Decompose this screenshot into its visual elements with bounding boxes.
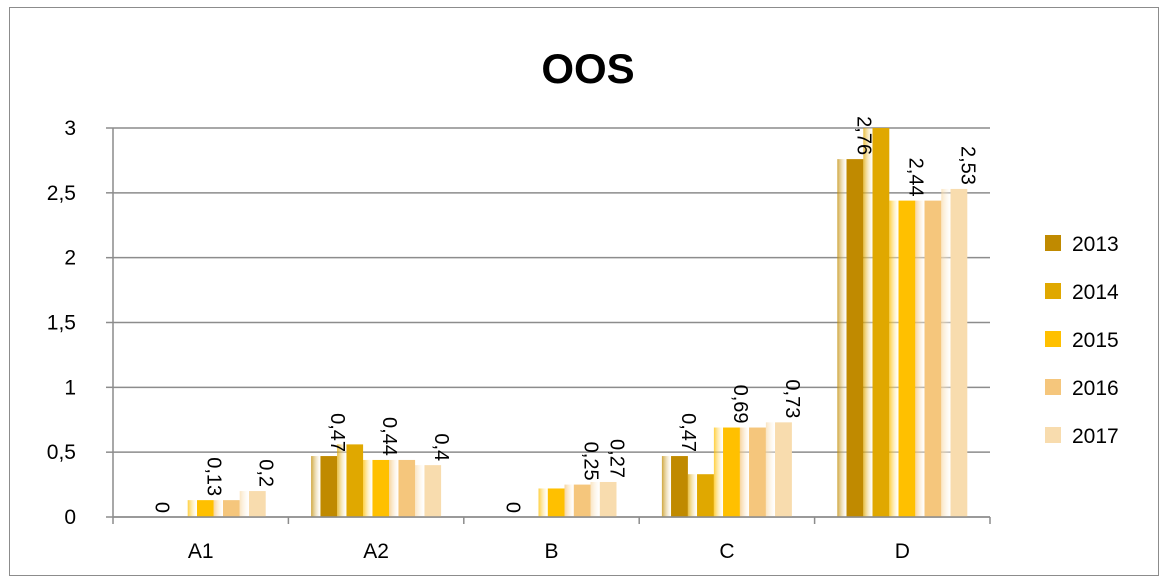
bar-2016-C bbox=[739, 427, 766, 517]
y-tick-label: 1,5 bbox=[47, 312, 76, 335]
data-label: 0 bbox=[151, 502, 173, 513]
data-label: 0,13 bbox=[203, 457, 225, 496]
y-tick-label: 0 bbox=[64, 506, 76, 529]
legend-label: 2015 bbox=[1072, 329, 1119, 352]
data-label: 2,53 bbox=[956, 146, 978, 185]
legend-label: 2017 bbox=[1072, 425, 1119, 448]
data-label: 0,4 bbox=[430, 433, 452, 461]
x-tick-label: A1 bbox=[188, 540, 214, 563]
bar-2016-D bbox=[915, 200, 942, 517]
y-tick-label: 3 bbox=[64, 117, 76, 140]
bar-2015-B bbox=[538, 488, 565, 517]
legend-label: 2013 bbox=[1072, 233, 1119, 256]
data-label: 0 bbox=[502, 502, 524, 513]
bar-2017-A1 bbox=[239, 491, 266, 517]
bar-2014-C bbox=[687, 474, 714, 517]
grid-layer bbox=[113, 127, 990, 518]
legend-swatch bbox=[1045, 427, 1061, 443]
data-label: 0,2 bbox=[255, 459, 277, 487]
legend-swatch bbox=[1045, 379, 1061, 395]
x-tick-label: C bbox=[719, 540, 734, 563]
bar-2017-C bbox=[765, 422, 792, 517]
bar-2017-D bbox=[941, 188, 968, 517]
data-label: 2,44 bbox=[904, 158, 926, 197]
y-tick-label: 2,5 bbox=[47, 182, 76, 205]
bar-2013-A2 bbox=[311, 456, 338, 517]
bar-2015-C bbox=[713, 427, 740, 517]
bar-2017-B bbox=[590, 481, 617, 517]
data-label: 0,47 bbox=[326, 413, 348, 452]
legend-label: 2016 bbox=[1072, 377, 1119, 400]
y-tick-label: 2 bbox=[64, 247, 76, 270]
bar-2013-D bbox=[837, 159, 864, 517]
data-label: 0,27 bbox=[606, 439, 628, 478]
chart-svg: 0 0,13 0,2 0,47 0,44 0,4 0 0,25 0,27 0,47 0,69 0,73… bbox=[47, 45, 1119, 563]
bar-2016-A2 bbox=[389, 459, 416, 517]
x-tick-label: A2 bbox=[363, 540, 389, 563]
data-label: 0,73 bbox=[781, 379, 803, 418]
data-label: 0,47 bbox=[677, 413, 699, 452]
labels-layer: 0 0,13 0,2 0,47 0,44 0,4 0 0,25 0,27 0,47 0,69 0,73… bbox=[151, 116, 979, 513]
y-tick-label: 0,5 bbox=[47, 441, 76, 464]
bar-2014-D bbox=[863, 128, 890, 517]
data-label: 0,44 bbox=[378, 417, 400, 456]
bar-2014-A2 bbox=[337, 444, 364, 517]
legend-swatch bbox=[1045, 235, 1061, 251]
data-label: 2,76 bbox=[852, 116, 874, 155]
chart-frame: 0 0,13 0,2 0,47 0,44 0,4 0 0,25 0,27 0,47 0,69 0,73… bbox=[9, 7, 1159, 576]
bar-2017-A2 bbox=[415, 465, 442, 517]
data-label: 0,69 bbox=[729, 385, 751, 424]
bar-2016-B bbox=[564, 484, 591, 517]
bar-2015-D bbox=[889, 200, 916, 517]
legend-swatch bbox=[1045, 283, 1061, 299]
legend-swatch bbox=[1045, 331, 1061, 347]
bar-2016-A1 bbox=[213, 500, 240, 517]
y-tick-label: 1 bbox=[64, 376, 76, 399]
bar-2015-A2 bbox=[363, 459, 390, 517]
bars-layer bbox=[187, 128, 968, 517]
x-tick-label: D bbox=[895, 540, 910, 563]
chart-title: OOS bbox=[541, 45, 634, 92]
bar-2013-C bbox=[661, 456, 688, 517]
legend-layer: 2013 2014 2015 2016 2017 bbox=[1045, 233, 1119, 448]
data-label: 0,25 bbox=[580, 442, 602, 481]
legend-label: 2014 bbox=[1072, 281, 1119, 304]
bar-2015-A1 bbox=[187, 500, 214, 517]
x-tick-label: B bbox=[544, 540, 558, 563]
